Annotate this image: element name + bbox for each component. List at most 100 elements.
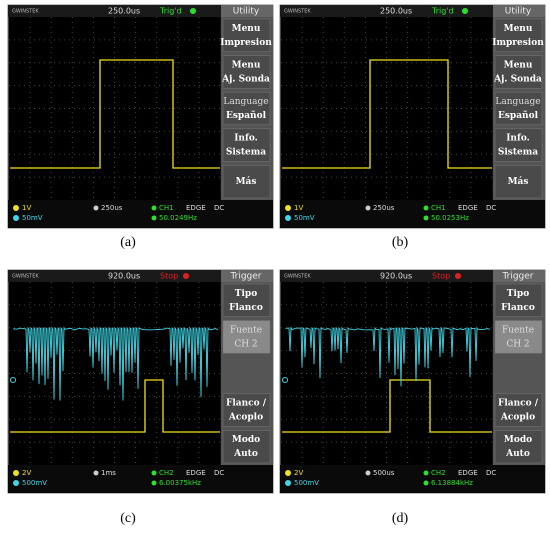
menu-label: Auto — [505, 449, 530, 459]
menu-label: Sistema — [226, 148, 266, 158]
mode: Utility — [505, 7, 532, 17]
menu-item — [494, 55, 543, 89]
timebase: 920.0us — [108, 272, 140, 281]
menu-label: Auto — [233, 449, 258, 459]
menu-item — [494, 320, 543, 354]
timebase: 920.0us — [380, 272, 412, 281]
ch2-marker — [282, 377, 288, 383]
menu-label: CH 2 — [234, 339, 257, 349]
menu-item — [494, 18, 543, 52]
menu-item — [222, 128, 271, 162]
caption: (a) — [120, 235, 136, 250]
status-dot — [455, 273, 461, 279]
ch1-icon — [285, 205, 291, 211]
menu-item — [494, 430, 543, 464]
mode-tab — [221, 270, 273, 282]
ch1-scale: 2V — [22, 469, 31, 477]
scope-panel: GWINSTEK 920.0us Stop Trigger Tipo Flanco Fuen… — [279, 269, 546, 494]
trigger-type: EDGE — [458, 469, 478, 477]
trigger-source: CH2 — [159, 469, 174, 477]
source-icon — [151, 205, 157, 211]
ch2-scale: 50mV — [22, 214, 43, 222]
frequency: 6.13884kHz — [431, 479, 473, 487]
menu-item — [222, 393, 271, 427]
menu-item — [222, 18, 271, 52]
trigger-coupling: DC — [214, 204, 224, 212]
mode: Trigger — [229, 272, 261, 282]
ch2-marker — [10, 377, 16, 383]
caption: (d) — [392, 511, 409, 526]
trigger-source: CH2 — [431, 469, 446, 477]
bottom-bar — [280, 465, 545, 493]
frequency: 50.0249Hz — [159, 214, 197, 222]
source-icon — [423, 205, 429, 211]
top-bar — [8, 270, 273, 282]
mode-tab — [493, 5, 545, 17]
status-dot — [190, 8, 196, 14]
trigger-status: Trig'd — [159, 7, 182, 16]
ch1-icon — [285, 470, 291, 476]
bottom-bar — [280, 200, 545, 228]
trigger-status: Stop — [160, 272, 178, 281]
ch1-scale: 1V — [294, 204, 303, 212]
menu-label: Impresion — [492, 38, 544, 48]
menu-item — [494, 165, 543, 199]
ch2-icon — [285, 215, 291, 221]
frequency: 50.0253Hz — [431, 214, 469, 222]
menu-label: Fuente — [230, 325, 262, 335]
time-icon — [93, 470, 99, 476]
top-bar — [280, 5, 545, 17]
bottom-bar — [8, 200, 273, 228]
menu-label: Español — [226, 110, 267, 121]
ch1-trace — [282, 379, 492, 433]
menu-item — [494, 91, 543, 126]
trigger-status: Stop — [432, 272, 450, 281]
status-dot — [462, 8, 468, 14]
time-scale: 250us — [101, 204, 123, 212]
ch1-scale: 1V — [22, 204, 31, 212]
menu-item — [222, 165, 271, 199]
menu-label: Info. — [234, 134, 258, 144]
menu-label: Acoplo — [500, 413, 535, 423]
menu-label: Español — [498, 110, 539, 121]
ch2-scale: 500mV — [294, 479, 319, 487]
caption: (b) — [392, 235, 409, 250]
timebase: 250.0us — [380, 7, 412, 16]
time-scale: 500us — [373, 469, 395, 477]
menu-label: Flanco — [501, 303, 535, 313]
trigger-coupling: DC — [486, 469, 496, 477]
ch1-icon — [13, 470, 19, 476]
menu-item — [494, 283, 543, 317]
timebase: 250.0us — [108, 7, 140, 16]
mode: Trigger — [501, 272, 533, 282]
bottom-bar — [8, 465, 273, 493]
menu-label: Flanco / — [226, 399, 267, 409]
menu-label: Tipo — [507, 289, 529, 299]
ch2-trace — [13, 326, 219, 401]
caption: (c) — [120, 511, 136, 526]
menu-label: Modo — [232, 435, 260, 445]
time-icon — [365, 205, 371, 211]
status-dot — [183, 273, 189, 279]
trigger-source: CH1 — [159, 204, 174, 212]
mode: Utility — [233, 7, 260, 17]
menu-label: Info. — [506, 134, 530, 144]
ch2-trace — [285, 326, 491, 387]
ch1-trace — [282, 59, 492, 169]
menu-item — [222, 55, 271, 89]
scope-panel: GWINSTEK 250.0us Trig'd Utility Menu Impresio… — [7, 4, 274, 229]
menu-label: Aj. Sonda — [493, 74, 542, 84]
source-icon — [151, 470, 157, 476]
trigger-coupling: DC — [486, 204, 496, 212]
time-scale: 250us — [373, 204, 395, 212]
menu-item — [222, 91, 271, 126]
ch1-trace — [10, 379, 220, 433]
ch2-scale: 50mV — [294, 214, 315, 222]
menu-label: Flanco — [229, 303, 263, 313]
brand: GWINSTEK — [12, 274, 39, 280]
source-icon — [423, 470, 429, 476]
menu-label: Fuente — [502, 325, 534, 335]
brand: GWINSTEK — [284, 274, 311, 280]
freq-icon — [423, 215, 429, 221]
